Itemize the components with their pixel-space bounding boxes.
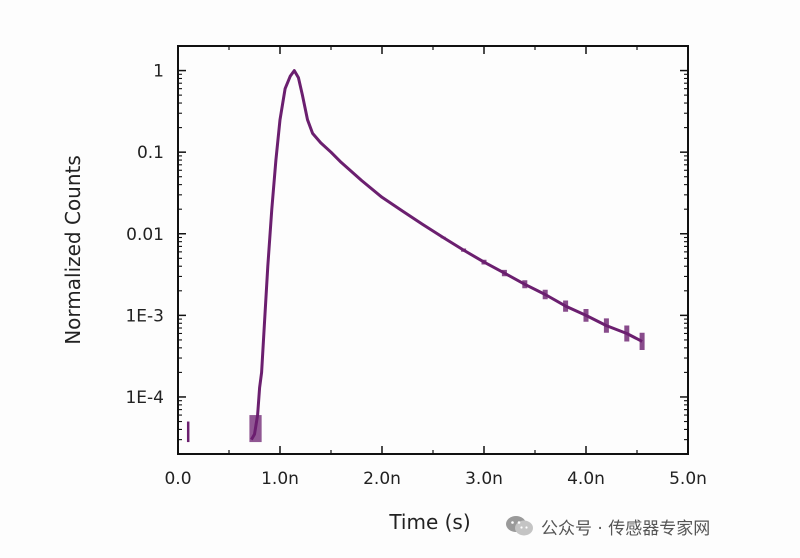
decay-series	[186, 69, 645, 443]
x-tick-label: 2.0n	[363, 469, 401, 489]
decay-curve	[250, 69, 643, 441]
noise-band	[440, 236, 645, 350]
x-tick-label: 1.0n	[261, 469, 299, 489]
y-tick-label: 1	[153, 62, 164, 82]
x-tick-label: 3.0n	[465, 469, 503, 489]
x-axis-title: Time (s)	[388, 510, 470, 534]
x-ticks: 0.0 1.0n 2.0n 3.0n 4.0n 5.0n	[164, 46, 707, 489]
watermark: 公众号 · 传感器专家网	[505, 512, 710, 540]
y-tick-label: 1E-4	[125, 388, 164, 408]
rise-noise	[249, 415, 262, 443]
y-tick-label: 0.1	[137, 143, 164, 163]
y-ticks: 1 0.1 0.01 1E-3 1E-4	[125, 45, 688, 455]
y-tick-label: 1E-3	[125, 306, 164, 326]
y-axis-title: Normalized Counts	[61, 155, 85, 345]
y-tick-label: 0.01	[126, 225, 164, 245]
plot-frame	[177, 45, 689, 455]
wechat-icon	[506, 516, 533, 536]
watermark-text: 公众号 · 传感器专家网	[541, 518, 711, 539]
x-tick-label: 0.0	[164, 469, 191, 489]
x-tick-label: 4.0n	[567, 469, 605, 489]
x-tick-label: 5.0n	[669, 469, 707, 489]
